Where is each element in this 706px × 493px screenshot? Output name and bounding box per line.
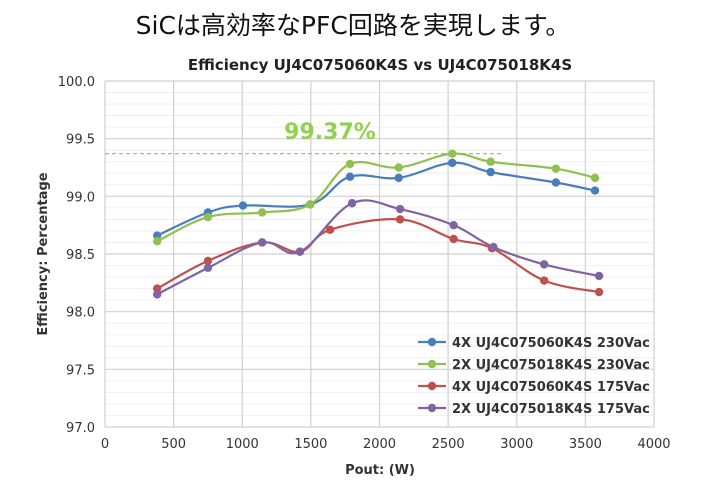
x-tick-label: 2500 [432, 437, 465, 452]
legend-marker [427, 359, 437, 369]
data-point [395, 215, 405, 224]
x-tick-label: 0 [101, 437, 109, 452]
data-point [489, 242, 498, 252]
data-point [448, 158, 457, 168]
slide-heading: SiCは高効率なPFC回路を実現します。 [135, 11, 571, 40]
data-point [203, 212, 213, 222]
data-point [540, 276, 549, 285]
data-point [257, 208, 267, 217]
data-point [449, 220, 458, 230]
data-point [152, 237, 162, 246]
data-point [590, 186, 600, 195]
data-point [325, 225, 335, 234]
data-point [203, 263, 213, 273]
data-point [394, 173, 403, 183]
y-tick-label: 99.5 [66, 133, 95, 148]
data-point [203, 256, 213, 266]
data-point [152, 231, 162, 240]
y-tick-label: 99.0 [66, 190, 95, 205]
data-point [540, 260, 549, 269]
data-point [347, 199, 357, 208]
y-tick-label: 100.0 [58, 75, 95, 90]
data-point [449, 234, 458, 244]
data-point [551, 178, 561, 187]
x-tick-label: 1000 [226, 437, 259, 452]
x-tick-label: 1500 [294, 437, 327, 452]
y-tick-label: 97.5 [66, 363, 95, 378]
data-point [345, 159, 355, 169]
data-point [551, 164, 561, 173]
chart-title: Efficiency UJ4C075060K4S vs UJ4C075018K4… [188, 56, 572, 74]
legend-label: 4X UJ4C075060K4S 230Vac [452, 336, 650, 351]
y-tick-label: 98.5 [66, 248, 95, 263]
x-tick-label: 500 [161, 437, 186, 452]
x-axis-label: Pout: (W) [345, 463, 415, 478]
x-tick-label: 3000 [500, 437, 533, 452]
data-point [486, 167, 495, 177]
y-tick-label: 98.0 [66, 306, 95, 321]
y-tick-label: 97.0 [66, 421, 95, 436]
legend-marker [427, 403, 437, 413]
data-point [448, 149, 457, 158]
data-point [305, 200, 315, 209]
data-point [395, 204, 405, 214]
series-line [156, 218, 600, 294]
data-point [394, 163, 403, 172]
data-point [295, 247, 305, 256]
legend-marker [427, 381, 437, 391]
data-point [257, 238, 267, 247]
x-tick-label: 3500 [569, 437, 602, 452]
legend-label: 2X UJ4C075018K4S 230Vac [452, 358, 650, 373]
data-point [152, 284, 162, 293]
data-point [594, 287, 604, 297]
series-line [156, 199, 600, 296]
legend-marker [427, 337, 437, 347]
data-point [486, 157, 495, 166]
data-point [345, 172, 355, 181]
legend-label: 2X UJ4C075018K4S 175Vac [452, 402, 650, 417]
series-line [156, 152, 596, 243]
peak-annotation: 99.37% [284, 120, 376, 145]
x-tick-label: 2000 [363, 437, 396, 452]
series-line [156, 161, 596, 237]
legend-label: 4X UJ4C075060K4S 175Vac [452, 380, 650, 395]
x-tick-label: 4000 [637, 437, 670, 452]
data-point [594, 271, 604, 281]
y-axis-label: Efficiency: Percentage [36, 172, 51, 335]
data-point [152, 290, 162, 299]
data-point [238, 201, 248, 210]
data-point [590, 173, 600, 183]
